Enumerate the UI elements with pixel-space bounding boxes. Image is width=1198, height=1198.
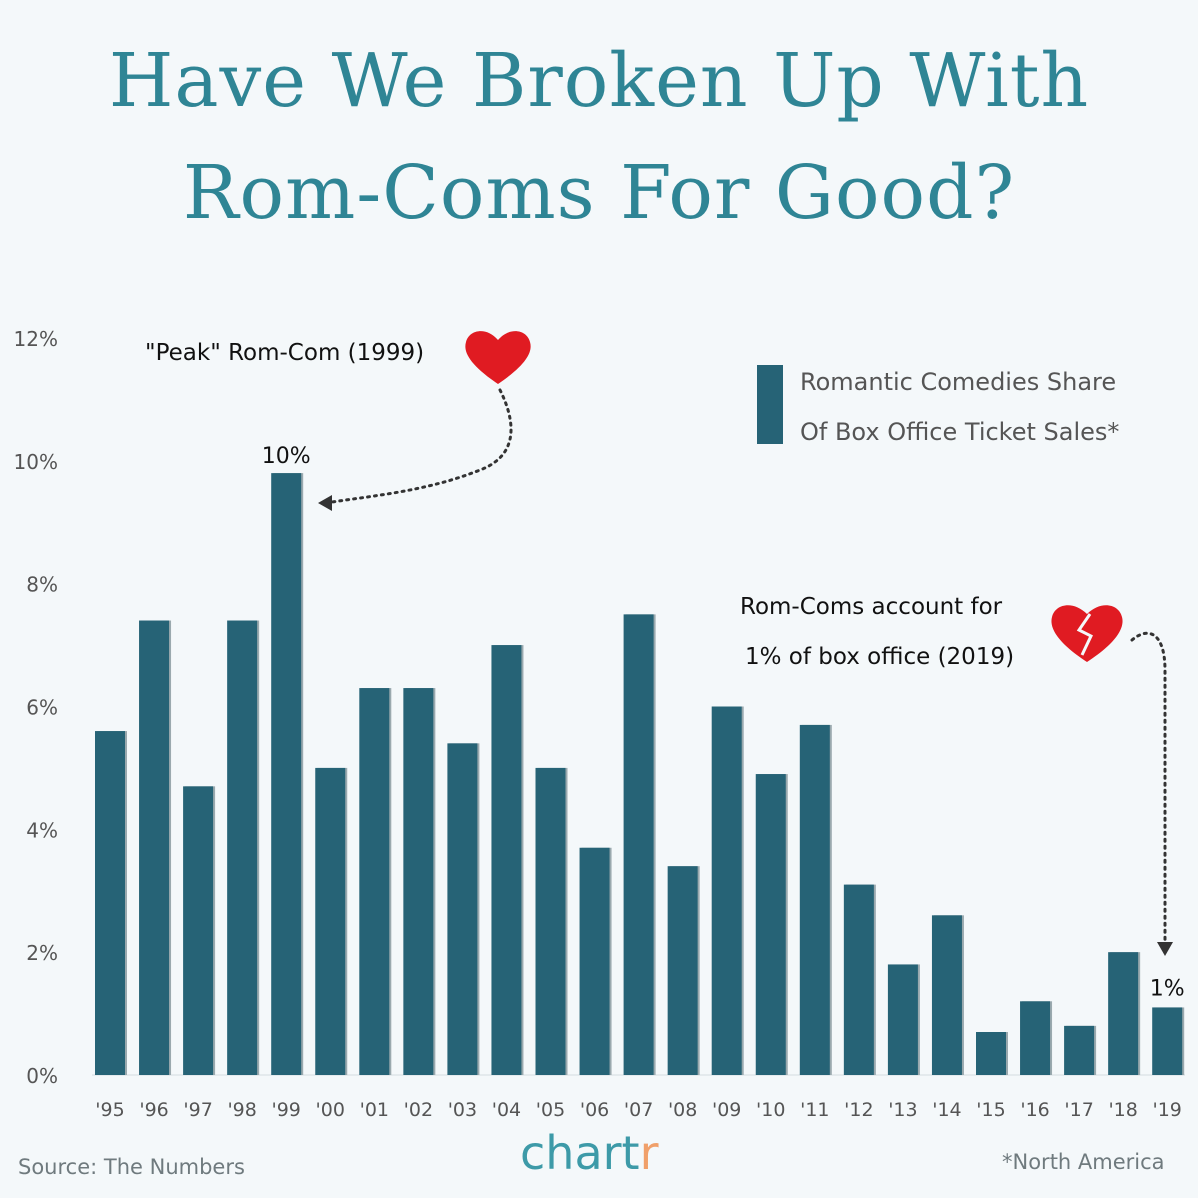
bar <box>667 866 698 1075</box>
bar <box>931 915 962 1075</box>
bar <box>359 688 390 1075</box>
bar <box>271 473 302 1075</box>
x-tick-label: '06 <box>580 1099 609 1121</box>
x-tick-label: '03 <box>448 1099 477 1121</box>
low-arrow-line <box>1130 631 1167 942</box>
bar <box>579 847 610 1075</box>
bar <box>1064 1025 1095 1075</box>
x-tick-label: '96 <box>139 1099 168 1121</box>
bar <box>1152 1007 1183 1075</box>
region-note: *North America <box>1002 1150 1165 1174</box>
x-tick-label: '99 <box>271 1099 300 1121</box>
x-tick-label: '01 <box>360 1099 389 1121</box>
y-tick-label: 12% <box>14 327 58 351</box>
bar <box>711 706 742 1075</box>
source-note: Source: The Numbers <box>18 1155 245 1179</box>
data-label-last: 1% <box>1150 976 1185 1001</box>
x-tick-label: '05 <box>536 1099 565 1121</box>
x-tick-label: '13 <box>888 1099 917 1121</box>
bar <box>491 645 522 1075</box>
bar <box>976 1032 1006 1075</box>
bar <box>1020 1001 1051 1075</box>
x-tick-label: '19 <box>1152 1099 1181 1121</box>
bar <box>755 774 786 1075</box>
low-annotation-line-2: 1% of box office (2019) <box>745 644 1015 670</box>
bar <box>315 767 346 1075</box>
x-tick-label: '08 <box>668 1099 697 1121</box>
legend-swatch <box>757 365 783 444</box>
x-tick-label: '12 <box>844 1099 873 1121</box>
bar <box>447 743 478 1075</box>
low-annotation-line-1: Rom-Coms account for <box>740 594 1003 620</box>
legend-label-line-2: Of Box Office Ticket Sales* <box>800 418 1120 446</box>
heart-icon <box>465 331 531 384</box>
x-tick-label: '18 <box>1108 1099 1137 1121</box>
x-tick-label: '07 <box>624 1099 653 1121</box>
title-line-2: Rom-Coms For Good? <box>182 150 1016 236</box>
x-tick-label: '04 <box>492 1099 521 1121</box>
x-tick-label: '09 <box>712 1099 741 1121</box>
y-tick-label: 0% <box>26 1064 58 1088</box>
x-tick-label: '02 <box>404 1099 433 1121</box>
x-tick-label: '11 <box>800 1099 829 1121</box>
x-tick-label: '17 <box>1064 1099 1093 1121</box>
bar <box>227 620 258 1075</box>
bar <box>1108 952 1139 1075</box>
title-line-1: Have We Broken Up With <box>108 38 1090 124</box>
x-tick-label: '97 <box>183 1099 212 1121</box>
peak-arrowhead <box>318 495 332 511</box>
bar <box>887 964 918 1075</box>
data-label-peak: 10% <box>262 444 311 469</box>
y-tick-label: 2% <box>26 941 58 965</box>
bar <box>183 786 214 1075</box>
x-tick-label: '00 <box>316 1099 345 1121</box>
x-tick-label: '14 <box>932 1099 961 1121</box>
y-tick-label: 6% <box>26 696 58 720</box>
legend-label-line-1: Romantic Comedies Share <box>800 368 1117 396</box>
x-tick-label: '98 <box>227 1099 256 1121</box>
bar <box>799 724 830 1075</box>
chartr-logo: chartr <box>520 1126 659 1180</box>
x-tick-label: '10 <box>756 1099 785 1121</box>
x-tick-label: '15 <box>976 1099 1005 1121</box>
y-tick-label: 4% <box>26 818 58 842</box>
bar <box>403 688 434 1075</box>
y-tick-label: 10% <box>14 450 58 474</box>
bar <box>535 767 566 1075</box>
bar <box>139 620 170 1075</box>
y-tick-label: 8% <box>26 573 58 597</box>
peak-arrow-line <box>330 388 513 504</box>
bar <box>95 731 125 1075</box>
broken-heart-icon <box>1051 605 1123 662</box>
x-tick-label: '95 <box>95 1099 124 1121</box>
peak-annotation: "Peak" Rom-Com (1999) <box>145 340 425 366</box>
low-arrowhead <box>1157 942 1173 956</box>
bar <box>623 614 654 1075</box>
x-tick-label: '16 <box>1020 1099 1049 1121</box>
bar <box>843 884 874 1075</box>
